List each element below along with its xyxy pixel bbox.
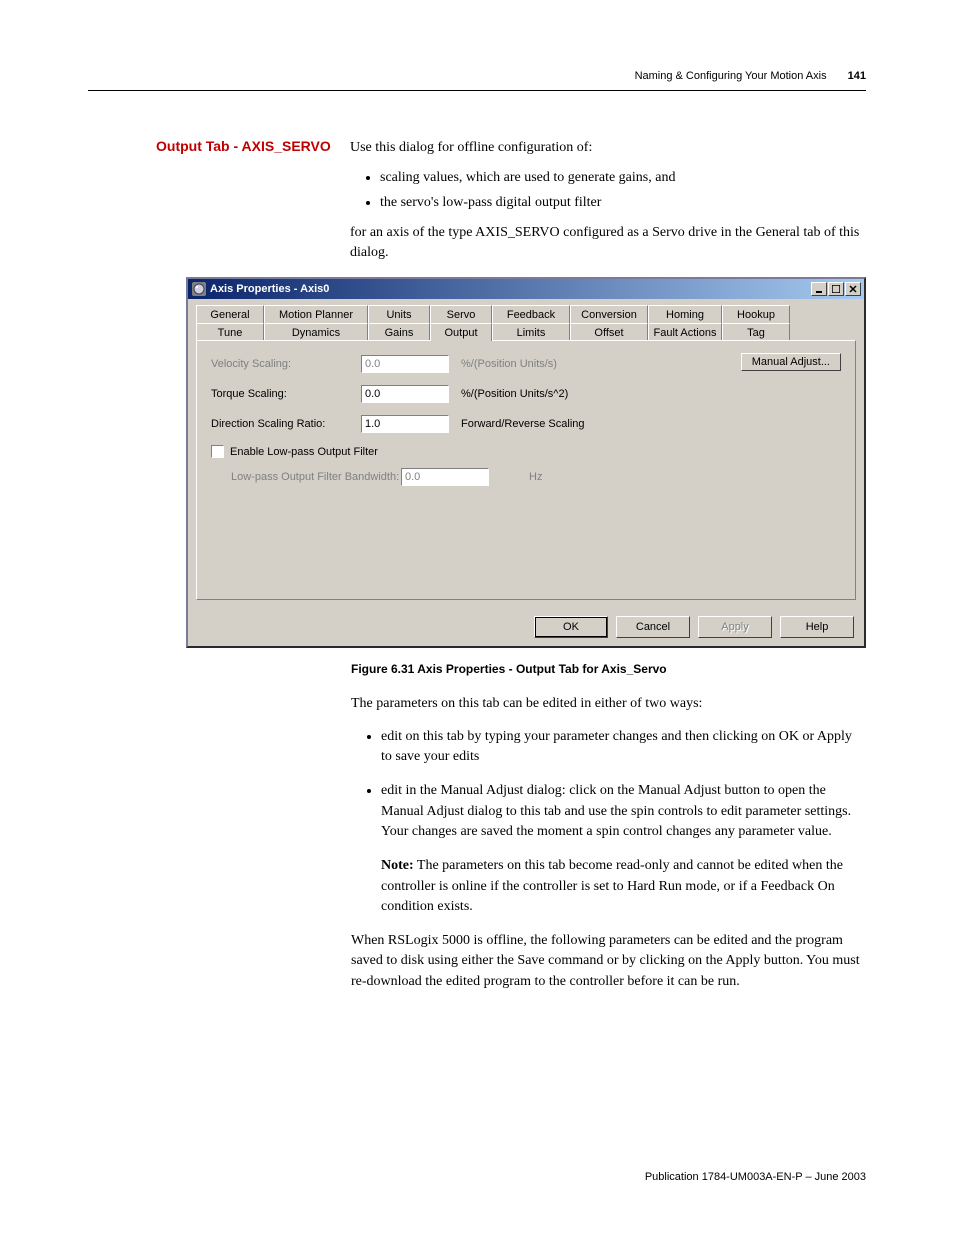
- apply-button: Apply: [698, 616, 772, 638]
- note-para: Note: The parameters on this tab become …: [381, 856, 866, 917]
- tab-output[interactable]: Output: [430, 323, 492, 341]
- close-button[interactable]: [845, 282, 861, 296]
- intro-block: Use this dialog for offline configuratio…: [350, 138, 860, 263]
- help-button[interactable]: Help: [780, 616, 854, 638]
- velocity-scaling-unit: %/(Position Units/s): [461, 358, 557, 370]
- tab-row-2: TuneDynamicsGainsOutputLimitsOffsetFault…: [196, 323, 856, 341]
- header-rule: [88, 90, 866, 91]
- section-head-row: Output Tab - AXIS_SERVO Use this dialog …: [156, 138, 866, 263]
- tab-offset[interactable]: Offset: [570, 323, 648, 341]
- note-label: Note:: [381, 858, 414, 873]
- enable-lowpass-label: Enable Low-pass Output Filter: [230, 446, 378, 458]
- tab-hookup[interactable]: Hookup: [722, 305, 790, 323]
- tab-rows: GeneralMotion PlannerUnitsServoFeedbackC…: [196, 305, 856, 341]
- body-bullet-text: edit in the Manual Adjust dialog: click …: [381, 783, 851, 839]
- tab-tune[interactable]: Tune: [196, 323, 264, 341]
- enable-lowpass-row: Enable Low-pass Output Filter: [211, 445, 841, 458]
- lowpass-bandwidth-row: Low-pass Output Filter Bandwidth: Hz: [231, 468, 841, 486]
- tab-area: GeneralMotion PlannerUnitsServoFeedbackC…: [188, 299, 864, 610]
- cancel-button[interactable]: Cancel: [616, 616, 690, 638]
- ok-button[interactable]: OK: [534, 616, 608, 638]
- body-bullet: edit on this tab by typing your paramete…: [381, 727, 866, 768]
- page-number: 141: [848, 70, 866, 82]
- enable-lowpass-checkbox[interactable]: [211, 445, 224, 458]
- direction-ratio-row: Direction Scaling Ratio: Forward/Reverse…: [211, 415, 841, 433]
- tab-units[interactable]: Units: [368, 305, 430, 323]
- tab-limits[interactable]: Limits: [492, 323, 570, 341]
- intro-bullets: scaling values, which are used to genera…: [380, 168, 860, 213]
- tab-conversion[interactable]: Conversion: [570, 305, 648, 323]
- direction-ratio-unit: Forward/Reverse Scaling: [461, 418, 585, 430]
- velocity-scaling-input: [361, 355, 449, 373]
- figure-caption: Figure 6.31 Axis Properties - Output Tab…: [351, 662, 866, 676]
- axis-properties-dialog: Axis Properties - Axis0 GeneralMotion Pl…: [186, 277, 866, 648]
- direction-ratio-label: Direction Scaling Ratio:: [211, 418, 361, 430]
- intro-bullet: scaling values, which are used to genera…: [380, 168, 860, 188]
- torque-scaling-row: Torque Scaling: %/(Position Units/s^2): [211, 385, 841, 403]
- maximize-button[interactable]: [828, 282, 844, 296]
- body-para1: The parameters on this tab can be edited…: [351, 694, 866, 714]
- minimize-button[interactable]: [811, 282, 827, 296]
- app-icon: [192, 282, 206, 296]
- window-controls: [811, 282, 861, 296]
- lowpass-bandwidth-input: [401, 468, 489, 486]
- body-text: The parameters on this tab can be edited…: [351, 694, 866, 992]
- tab-general[interactable]: General: [196, 305, 264, 323]
- section-heading: Output Tab - AXIS_SERVO: [156, 138, 346, 154]
- torque-scaling-unit: %/(Position Units/s^2): [461, 388, 568, 400]
- tab-gains[interactable]: Gains: [368, 323, 430, 341]
- direction-ratio-input[interactable]: [361, 415, 449, 433]
- tab-feedback[interactable]: Feedback: [492, 305, 570, 323]
- publication-footer: Publication 1784-UM003A-EN-P – June 2003: [645, 1171, 866, 1183]
- body-bullet: edit in the Manual Adjust dialog: click …: [381, 781, 866, 917]
- lowpass-bandwidth-unit: Hz: [529, 471, 542, 483]
- tab-servo[interactable]: Servo: [430, 305, 492, 323]
- lowpass-bandwidth-label: Low-pass Output Filter Bandwidth:: [231, 471, 401, 483]
- titlebar-text: Axis Properties - Axis0: [210, 283, 811, 295]
- manual-adjust-button[interactable]: Manual Adjust...: [741, 353, 841, 371]
- tab-row-1: GeneralMotion PlannerUnitsServoFeedbackC…: [196, 305, 856, 323]
- output-tab-panel: Manual Adjust... Velocity Scaling: %/(Po…: [196, 340, 856, 600]
- tab-tag[interactable]: Tag: [722, 323, 790, 341]
- note-text: The parameters on this tab become read-o…: [381, 858, 843, 914]
- tab-motion-planner[interactable]: Motion Planner: [264, 305, 368, 323]
- main-content: Output Tab - AXIS_SERVO Use this dialog …: [156, 138, 866, 1004]
- tab-fault-actions[interactable]: Fault Actions: [648, 323, 722, 341]
- velocity-scaling-label: Velocity Scaling:: [211, 358, 361, 370]
- torque-scaling-label: Torque Scaling:: [211, 388, 361, 400]
- body-para2: When RSLogix 5000 is offline, the follow…: [351, 931, 866, 992]
- body-bullets: edit on this tab by typing your paramete…: [381, 727, 866, 917]
- titlebar: Axis Properties - Axis0: [188, 279, 864, 299]
- intro-post: for an axis of the type AXIS_SERVO confi…: [350, 225, 859, 260]
- dialog-screenshot: Axis Properties - Axis0 GeneralMotion Pl…: [186, 277, 866, 648]
- tab-homing[interactable]: Homing: [648, 305, 722, 323]
- intro-line: Use this dialog for offline configuratio…: [350, 140, 592, 155]
- dialog-buttons: OK Cancel Apply Help: [188, 610, 864, 646]
- tab-dynamics[interactable]: Dynamics: [264, 323, 368, 341]
- chapter-title: Naming & Configuring Your Motion Axis: [635, 70, 827, 82]
- intro-bullet: the servo's low-pass digital output filt…: [380, 193, 860, 213]
- running-header: Naming & Configuring Your Motion Axis 14…: [635, 70, 866, 82]
- torque-scaling-input[interactable]: [361, 385, 449, 403]
